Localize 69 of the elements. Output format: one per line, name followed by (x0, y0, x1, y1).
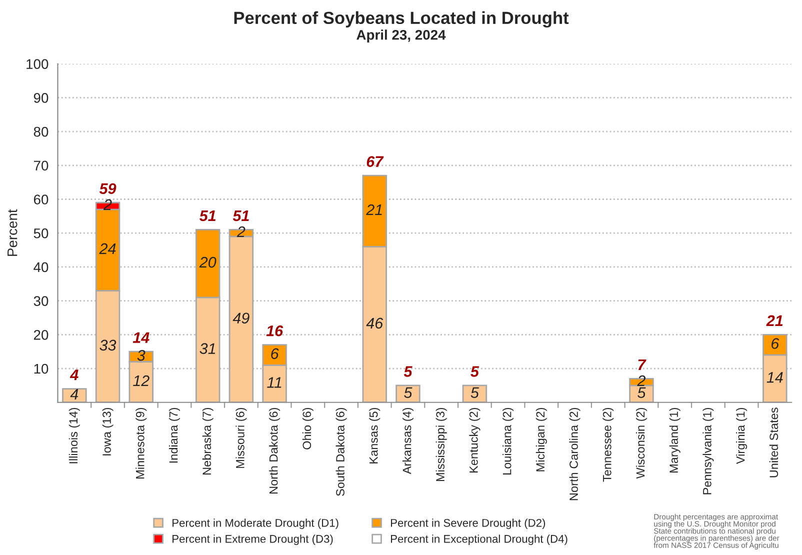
x-tick-label: Louisiana (2) (502, 408, 514, 475)
y-tick-label: 100 (26, 59, 48, 69)
x-tick-label: Arkansas (4) (402, 408, 414, 474)
total-label: 16 (266, 325, 284, 336)
x-tick-label: Michigan (2) (536, 408, 547, 472)
total-label: 51 (232, 210, 249, 222)
data-label: 6 (772, 338, 780, 349)
x-tick-label: Illinois (14) (68, 408, 80, 464)
x-tick-label: Indiana (7) (168, 408, 180, 463)
data-label: 6 (271, 348, 279, 360)
data-label: 33 (100, 340, 116, 351)
y-tick-label: 70 (34, 160, 48, 171)
data-label: 5 (638, 387, 646, 398)
data-label: 5 (404, 387, 412, 398)
legend-label: Percent in Extreme Drought (D3) (172, 534, 333, 545)
x-tick-label: Mississippi (3) (436, 408, 447, 482)
x-tick-label: North Carolina (2) (569, 408, 580, 500)
total-label: 4 (70, 370, 78, 380)
x-tick-label: Wisconsin (2) (636, 408, 647, 479)
x-tick-label: Missouri (6) (236, 408, 247, 468)
x-tick-label: Kentucky (2) (469, 408, 480, 473)
x-tick-label: Iowa (13) (102, 408, 114, 456)
data-label: 5 (470, 387, 479, 398)
data-label: 11 (267, 377, 282, 388)
total-label: 7 (638, 359, 646, 370)
chart-subtitle: April 23, 2024 (356, 30, 446, 43)
x-tick-label: Kansas (5) (369, 408, 380, 464)
y-tick-label: 60 (34, 194, 48, 204)
data-label: 4 (70, 389, 78, 400)
total-label: 21 (766, 315, 783, 326)
legend-label: Percent in Severe Drought (D2) (391, 518, 546, 530)
y-tick-label: 50 (34, 228, 48, 238)
legend-label: Percent in Exceptional Drought (D4) (391, 534, 568, 545)
x-tick-label: North Dakota (6) (269, 408, 280, 494)
x-tick-label: Virginia (1) (736, 408, 748, 464)
y-tick-label: 20 (34, 330, 48, 340)
y-tick-label: 40 (34, 262, 48, 272)
y-tick-label: 80 (34, 126, 48, 137)
total-label: 67 (366, 156, 384, 167)
data-label: 49 (232, 312, 250, 324)
chart-title: Percent of Soybeans Located in Drought (234, 11, 569, 28)
x-tick-label: South Dakota (6) (336, 408, 347, 496)
y-tick-label: 90 (34, 93, 48, 103)
x-tick-label: Pennsylvania (1) (702, 408, 714, 494)
data-label: 31 (200, 343, 216, 354)
data-label: 14 (766, 372, 783, 383)
data-label: 24 (99, 243, 116, 254)
y-tick-label: 10 (34, 364, 48, 374)
x-tick-label: United States (769, 408, 778, 478)
x-tick-label: Ohio (6) (302, 408, 314, 450)
x-tick-label: Nebraska (7) (202, 408, 214, 474)
data-label: 46 (366, 318, 384, 329)
total-label: 14 (132, 332, 150, 343)
total-label: 5 (404, 366, 412, 377)
x-tick-label: Tennessee (2) (602, 408, 614, 482)
legend-label: Percent in Moderate Drought (D1) (172, 518, 338, 530)
data-label: 12 (133, 375, 150, 386)
total-label: 51 (200, 210, 216, 222)
x-tick-label: Minnesota (9) (136, 408, 147, 478)
y-tick-label: 30 (34, 296, 48, 306)
total-label: 59 (99, 183, 116, 194)
bar (396, 384, 420, 402)
data-label: 3 (137, 350, 146, 361)
bar (62, 388, 87, 402)
total-label: 5 (470, 366, 480, 377)
y-axis-title: Percent (8, 209, 18, 256)
data-label: 21 (366, 204, 382, 216)
x-tick-label: Maryland (1) (669, 408, 680, 473)
data-label: 20 (199, 256, 216, 268)
